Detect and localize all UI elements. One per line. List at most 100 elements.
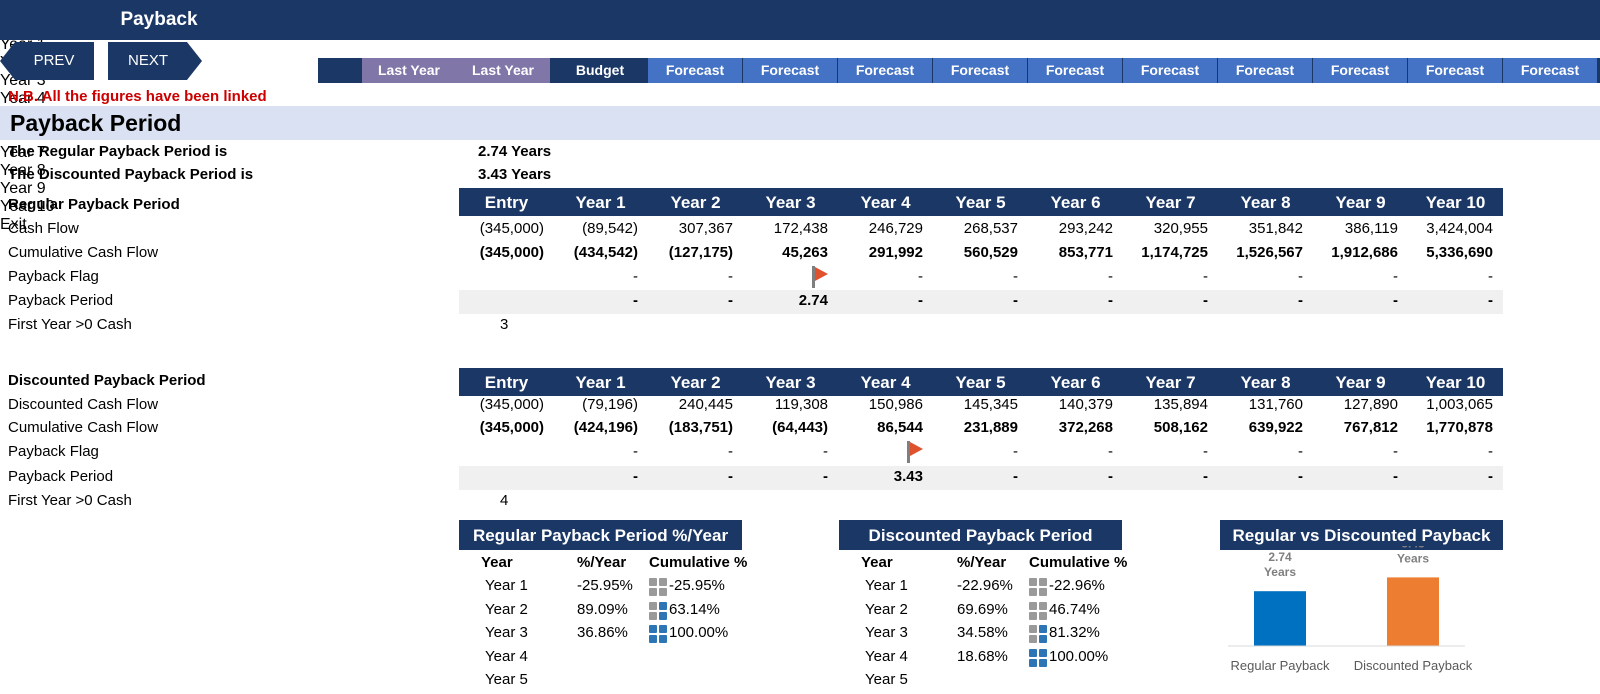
quadrant-cell: [649, 578, 657, 586]
quadrant-cell: [659, 578, 667, 586]
quadrant-cell: [1039, 648, 1047, 657]
regular-period-cell-10: -: [1488, 292, 1493, 309]
regular_pct-header-1: %/Year: [577, 554, 627, 571]
quadrant-cell: [1029, 625, 1037, 633]
regular-cumulative-cell-3: 45,263: [782, 244, 828, 261]
progress-quadrant-icon: [649, 578, 667, 596]
regular-period-cell-7: -: [1203, 292, 1208, 309]
flag-cloth: [815, 267, 828, 281]
discounted-col-header-10: Year 10: [1425, 373, 1486, 392]
scenario-label-7: Forecast: [1028, 58, 1122, 83]
regular-flag-cell-7: -: [1203, 268, 1208, 285]
discounted-col-header-3: Year 3: [765, 373, 816, 392]
regular-cumulative-cell-7: 1,174,725: [1141, 244, 1208, 261]
discounted-cumulative-cell-5: 231,889: [963, 419, 1018, 436]
regular-cumulative-cell-0: (345,000): [479, 244, 544, 261]
quadrant-cell: [1029, 635, 1037, 643]
regular-col-header-5: Year 5: [955, 193, 1006, 212]
discounted_pct-pct-3: 18.68%: [957, 647, 1008, 665]
discounted-cumulative-cell-0: (345,000): [479, 419, 544, 436]
regular-cash_flow-cell-6: 293,242: [1058, 220, 1113, 237]
header-year-5: Year 4: [0, 90, 46, 107]
discounted-cumulative-cell-9: 767,812: [1343, 419, 1398, 436]
discounted_pct-pct-2: 34.58%: [957, 624, 1008, 641]
discounted-cumulative-cell-8: 639,922: [1248, 419, 1303, 436]
discounted-period-cell-3: -: [823, 468, 828, 485]
regular-cumulative-cell-5: 560,529: [963, 244, 1018, 261]
discounted-first-year-label: First Year >0 Cash: [8, 492, 132, 509]
discounted-flag-cell-2: -: [728, 443, 733, 460]
scenario-label-1: Last Year: [456, 58, 550, 83]
quadrant-cell: [659, 625, 667, 633]
discounted-cash_flow-cell-6: 140,379: [1058, 396, 1113, 413]
flag-pole: [907, 441, 910, 463]
regular_pct-year-2: Year 3: [485, 624, 528, 641]
regular-cumulative-cell-6: 853,771: [1058, 244, 1113, 261]
regular_pct-year-0: Year 1: [485, 577, 528, 594]
progress-quadrant-icon: [1029, 578, 1047, 596]
discounted_pct-cum-2: 81.32%: [1049, 624, 1100, 641]
regular_pct-cum-2: 100.00%: [669, 624, 729, 641]
regular-first-year-value: 3: [500, 316, 509, 333]
regular-cumulative-cell-9: 1,912,686: [1331, 244, 1398, 261]
page-title: Payback: [120, 9, 198, 30]
regular_pct-pct-1: 89.09%: [577, 600, 628, 618]
discounted_pct-year-2: Year 3: [865, 624, 908, 641]
regular-cumulative-cell-4: 291,992: [868, 244, 923, 261]
regular-cash_flow-cell-4: 246,729: [868, 220, 923, 237]
regular-flag-cell-8: -: [1298, 268, 1303, 285]
regular-cumulative-cell-8: 1,526,567: [1236, 244, 1303, 261]
quadrant-cell: [1039, 635, 1047, 643]
discounted-period-cell-10: -: [1488, 468, 1493, 485]
discounted-cumulative-cell-6: 372,268: [1058, 419, 1113, 436]
discounted-flag-cell-10: -: [1488, 443, 1493, 460]
regular_pct-pct-2: 36.86%: [577, 624, 628, 641]
discounted_pct-year-0: Year 1: [865, 577, 908, 594]
chart-data-label-0: 2.74 Years: [1264, 550, 1296, 579]
top-header-bar: Payback: [0, 0, 1600, 40]
quadrant-cell: [649, 611, 657, 620]
regular-cash_flow-cell-10: 3,424,004: [1426, 220, 1493, 237]
header-year-8: Year 7: [0, 144, 46, 161]
quadrant-cell: [649, 588, 657, 596]
quadrant-cell: [1039, 658, 1047, 667]
regular-col-header-8: Year 8: [1240, 193, 1291, 212]
prev-button[interactable]: PREV: [0, 42, 94, 80]
discounted-period-cell-9: -: [1393, 468, 1398, 485]
regular-period-cell-3: 2.74: [798, 292, 828, 309]
discounted-period-cell-1: -: [633, 468, 638, 485]
regular-col-header-3: Year 3: [765, 193, 816, 212]
discounted_pct-pct-1: 69.69%: [957, 600, 1008, 618]
regular_pct-pct-0: -25.95%: [577, 577, 633, 594]
scenario-label-12: Forecast: [1503, 58, 1597, 83]
scenario-label-0: Last Year: [362, 58, 456, 83]
discounted-flag-label: Payback Flag: [8, 443, 99, 460]
next-button[interactable]: NEXT: [108, 42, 202, 80]
discounted-flag-cell-6: -: [1108, 443, 1113, 460]
discounted_pct-cum-3: 100.00%: [1049, 647, 1109, 665]
quadrant-cell: [649, 601, 657, 610]
regular-header-row: [459, 188, 1503, 216]
discounted_pct-header-1: %/Year: [957, 554, 1007, 571]
discounted-cumulative-cell-7: 508,162: [1153, 419, 1208, 436]
discounted-period-cell-2: -: [728, 468, 733, 485]
quadrant-cell: [1029, 578, 1037, 586]
discounted-flag-cell-8: -: [1298, 443, 1303, 460]
regular-cumulative-cell-10: 5,336,690: [1426, 244, 1493, 261]
regular-cumulative-cell-2: (127,175): [668, 244, 733, 261]
regular-col-header-4: Year 4: [860, 193, 911, 212]
scenario-label-8: Forecast: [1123, 58, 1217, 83]
discounted-cumulative-cell-1: (424,196): [573, 419, 638, 436]
discounted-col-header-0: Entry: [484, 373, 529, 392]
discounted-flag-cell-9: -: [1393, 443, 1398, 460]
quadrant-cell: [649, 625, 657, 633]
progress-quadrant-icon: [649, 625, 667, 643]
regular-first-year-label: First Year >0 Cash: [8, 316, 132, 333]
regular-flag-cell-2: -: [728, 268, 733, 285]
regular-cash_flow-cell-2: 307,367: [678, 220, 733, 237]
discounted-cash_flow-cell-8: 131,760: [1248, 396, 1303, 413]
quadrant-cell: [1029, 588, 1037, 596]
discounted-col-header-4: Year 4: [860, 373, 911, 392]
discounted-summary-label: The Discounted Payback Period is: [8, 166, 254, 183]
